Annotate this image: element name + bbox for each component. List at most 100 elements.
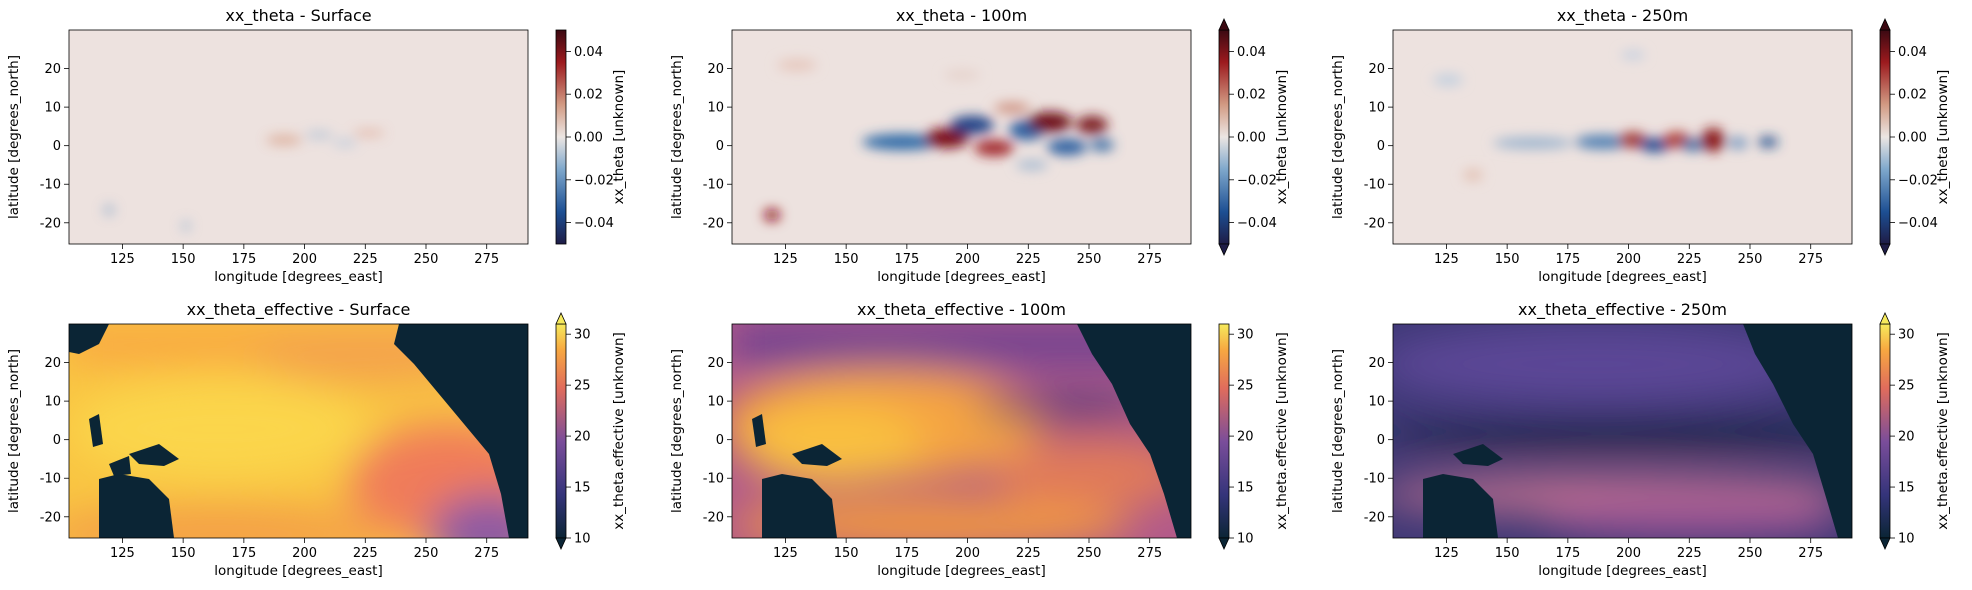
y-axis-label: latitude [degrees_north] [1330,349,1346,513]
chart-title: xx_theta - 250m [1557,6,1688,26]
colorbar-tick-label: 0.02 [574,88,603,103]
y-axis-label: latitude [degrees_north] [1330,55,1346,219]
panel-theta-surface [68,29,529,245]
heatmap-image [1393,324,1852,538]
x-tick-label: 275 [1137,546,1162,561]
colorbar-label: xx_theta.effective [unknown] [1935,332,1951,530]
y-tick-label: -20 [1364,216,1385,231]
y-tick-label: 20 [707,356,724,371]
colorbar-extend-min [1218,243,1230,256]
colorbar-tick-label: 0.04 [1237,45,1266,60]
y-axis-label: latitude [degrees_north] [6,349,22,513]
x-tick-label: 125 [1434,546,1459,561]
x-tick-label: 225 [353,252,378,267]
y-tick-label: 10 [44,101,61,116]
y-tick-label: 10 [707,101,724,116]
y-tick-label: 20 [1368,356,1385,371]
colorbar-tick-label: 30 [1898,328,1915,343]
y-tick-label: 10 [1368,101,1385,116]
colorbar-label: xx_theta.effective [unknown] [611,332,627,530]
y-tick-label: -20 [40,510,61,525]
y-tick-label: -10 [1364,178,1385,193]
x-axis-label: longitude [degrees_east] [1538,269,1706,285]
y-tick-label: 0 [1377,433,1385,448]
y-tick-label: -20 [703,510,724,525]
x-tick-label: 225 [353,546,378,561]
colorbar [1218,29,1230,245]
x-tick-label: 200 [1616,252,1641,267]
colorbar-extend-max [555,312,567,325]
chart-title: xx_theta_effective - Surface [187,300,411,320]
colorbar-tick-label: 0.00 [1898,131,1927,146]
x-tick-label: 250 [1077,546,1102,561]
x-tick-label: 250 [414,546,439,561]
x-tick-label: 125 [110,252,135,267]
x-tick-label: 125 [773,546,798,561]
y-tick-label: 0 [53,139,61,154]
colorbar-label: xx_theta.effective [unknown] [1274,332,1290,530]
colorbar-tick-label: 30 [574,328,591,343]
x-tick-label: 150 [171,546,196,561]
heatmap-image [69,324,528,538]
y-tick-label: -20 [1364,510,1385,525]
x-tick-label: 275 [1798,546,1823,561]
chart-title: xx_theta - Surface [225,6,371,26]
colorbar-tick-label: 0.04 [574,45,603,60]
colorbar-tick-label: 25 [1898,379,1915,394]
x-tick-label: 225 [1016,546,1041,561]
x-tick-label: 275 [474,546,499,561]
x-axis-label: longitude [degrees_east] [214,563,382,579]
y-tick-label: 0 [716,433,724,448]
x-tick-label: 200 [955,252,980,267]
colorbar-tick-label: 10 [1898,532,1915,547]
x-axis-label: longitude [degrees_east] [214,269,382,285]
colorbar-tick-label: 20 [1237,430,1254,445]
colorbar-tick-label: 20 [574,430,591,445]
panel-theta-250m [1392,29,1853,245]
x-tick-label: 175 [231,252,256,267]
chart-title: xx_theta_effective - 100m [857,300,1066,320]
heatmap-image [732,324,1191,538]
y-axis-label: latitude [degrees_north] [669,55,685,219]
chart-title: xx_theta_effective - 250m [1518,300,1727,320]
x-tick-label: 175 [1555,252,1580,267]
y-tick-label: 0 [716,139,724,154]
y-tick-label: 20 [707,62,724,77]
panel-effective-surface [68,323,529,539]
x-tick-label: 150 [834,546,859,561]
colorbar-tick-label: 30 [1237,328,1254,343]
colorbar-extend-min [1218,537,1230,550]
colorbar-extend-max [1879,18,1891,31]
y-tick-label: -10 [703,178,724,193]
colorbar-label: xx_theta [unknown] [611,70,627,205]
x-tick-label: 175 [231,546,256,561]
x-tick-label: 175 [894,252,919,267]
x-tick-label: 200 [292,546,317,561]
colorbar-extend-min [555,537,567,550]
colorbar-tick-label: −0.04 [574,216,614,231]
x-tick-label: 275 [1137,252,1162,267]
x-tick-label: 250 [1738,546,1763,561]
colorbar-tick-label: 15 [1898,481,1915,496]
chart-title: xx_theta - 100m [896,6,1027,26]
y-tick-label: 10 [707,395,724,410]
colorbar-tick-label: 15 [1237,481,1254,496]
x-tick-label: 225 [1016,252,1041,267]
y-tick-label: 20 [44,356,61,371]
colorbar-tick-label: 0.02 [1898,88,1927,103]
colorbar-tick-label: 10 [574,532,591,547]
y-tick-label: -10 [40,472,61,487]
y-tick-label: 0 [1377,139,1385,154]
y-tick-label: 10 [44,395,61,410]
x-tick-label: 150 [1495,546,1520,561]
colorbar-tick-label: 0.00 [1237,131,1266,146]
x-axis-label: longitude [degrees_east] [1538,563,1706,579]
colorbar-tick-label: −0.02 [574,173,614,188]
colorbar [1879,323,1891,539]
colorbar-extend-max [1879,312,1891,325]
x-tick-label: 150 [171,252,196,267]
x-tick-label: 150 [1495,252,1520,267]
y-tick-label: -10 [1364,472,1385,487]
colorbar [555,29,567,245]
